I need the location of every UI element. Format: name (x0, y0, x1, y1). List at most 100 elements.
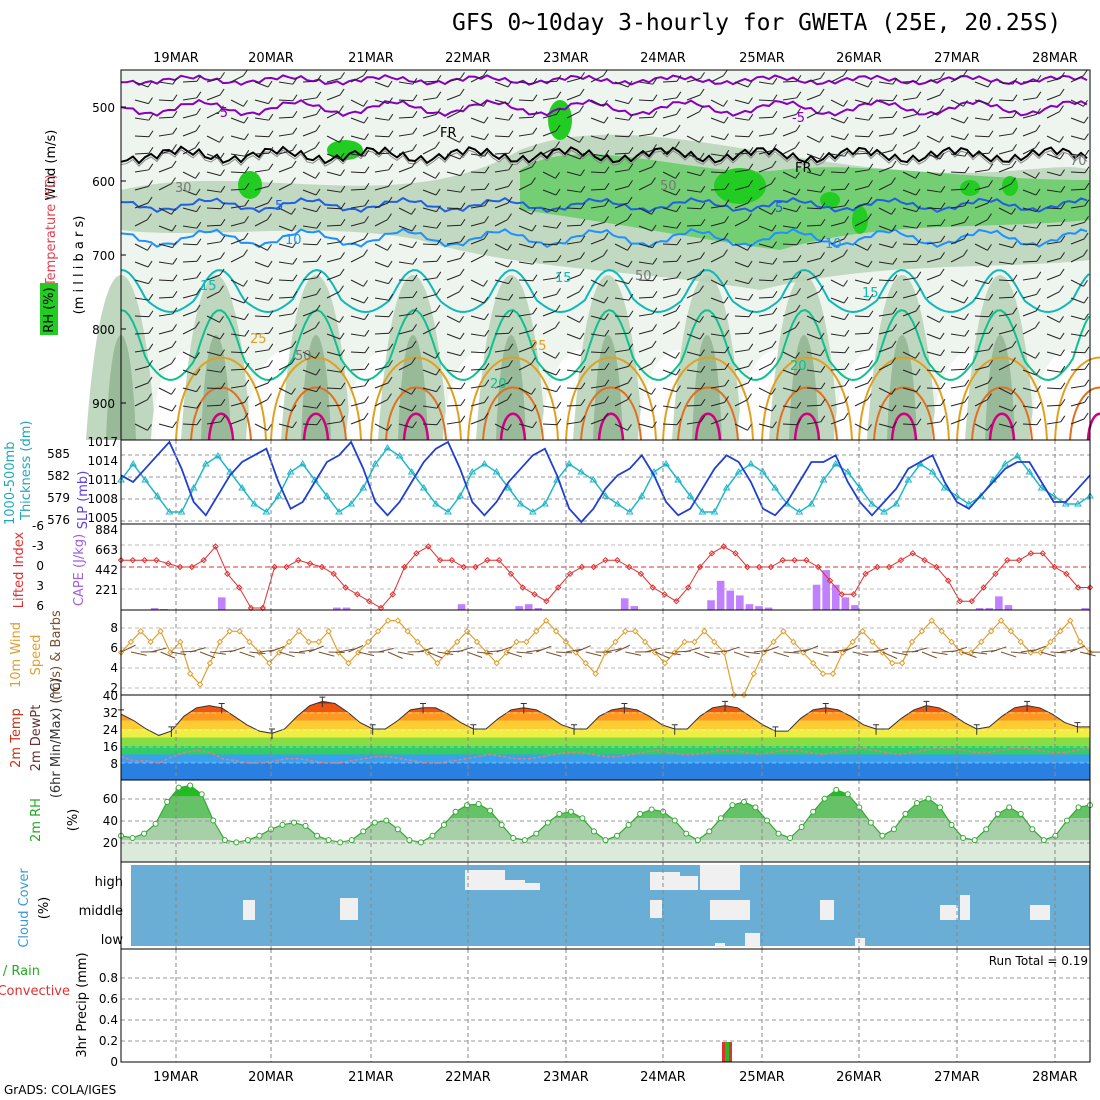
wind-barb-10m (536, 645, 552, 653)
wind-barb-feather (195, 188, 201, 196)
wind-barb-feather (700, 202, 706, 210)
rh-point (625, 821, 632, 828)
wind-barb (926, 404, 942, 407)
wind-barb (182, 225, 197, 229)
wind-barb (878, 243, 893, 249)
wind-barb (422, 351, 436, 359)
wind-barb-feather (316, 385, 321, 392)
li-point (543, 597, 550, 605)
thickness-point (456, 492, 465, 499)
rh-point (475, 801, 482, 808)
wind-barb-10m (793, 649, 810, 653)
contour-label: 10 (285, 233, 302, 248)
wind-barb-10m (239, 651, 255, 658)
wind-barb-feather (676, 91, 682, 99)
temp-band (121, 737, 1090, 746)
wind-barb (182, 130, 197, 137)
wind-barb-feather (604, 346, 610, 354)
li-point (625, 563, 633, 571)
wind-barb-feather (459, 88, 465, 96)
wind-barb (998, 149, 1013, 155)
label-rh-unit: (%) (66, 809, 81, 832)
wind-barb (950, 205, 965, 209)
wind-barb (350, 351, 366, 354)
wind-barb-feather (579, 332, 585, 340)
wind-barb (734, 185, 749, 191)
wind-barb-10m (813, 651, 829, 657)
wind-barb-feather (628, 326, 634, 334)
date-label-bottom: 21MAR (348, 1070, 394, 1085)
cape-bar (630, 606, 639, 610)
wind-barb (806, 257, 821, 263)
cloud-block (505, 880, 525, 890)
wind-barb-feather (819, 332, 825, 340)
wind-speed-point (453, 638, 461, 646)
wind-barb (830, 238, 845, 245)
thickness-point (516, 500, 525, 507)
cloud-block (700, 865, 740, 890)
label-slp: SLP (mb) (76, 471, 91, 530)
wind-barb (230, 238, 245, 245)
wind-barb (518, 116, 534, 119)
thickness-point (323, 492, 331, 499)
wind-barb (758, 296, 774, 299)
wind-barb-feather (460, 252, 465, 259)
wind-barb (518, 423, 533, 429)
wind-barb (326, 111, 340, 119)
thickness-point (347, 500, 356, 507)
wind-barb (182, 97, 197, 101)
wind-barb-feather (412, 421, 417, 428)
wind-barb-feather (172, 77, 178, 85)
wind-barb (758, 99, 774, 102)
wind-barb-feather (699, 105, 704, 112)
wind-barb (686, 224, 702, 227)
wind-barb (1046, 315, 1060, 323)
wind-barb-feather (195, 352, 200, 359)
cape-bar (524, 604, 533, 610)
temp-band (121, 720, 1090, 729)
wind-barb (278, 346, 293, 353)
wind-barb (926, 291, 940, 299)
rh-point (371, 819, 378, 826)
wind-barb-feather (747, 80, 753, 88)
wind-barb (686, 387, 702, 390)
wind-barb-feather (916, 288, 921, 295)
wind-barb (230, 351, 246, 354)
wind-barb-feather (580, 252, 585, 259)
wind-speed-point (384, 617, 392, 624)
wind-barb (998, 329, 1013, 335)
wind-barb-feather (1059, 285, 1064, 292)
wind-barb (806, 241, 821, 245)
wind-barb (494, 315, 510, 318)
wind-barb (302, 351, 316, 359)
wind-barb-feather (700, 169, 705, 176)
wind-barb-feather (555, 352, 560, 359)
wind-barb-feather (292, 421, 297, 428)
wind-barb-feather (964, 313, 969, 320)
wind-barb-feather (579, 268, 585, 276)
wind-barb (734, 315, 750, 318)
li-point (318, 563, 326, 571)
wind-barb-feather (748, 113, 754, 121)
wind-barb-feather (819, 152, 825, 160)
rh-green-blob (852, 206, 868, 234)
rh-point (671, 817, 678, 824)
wind-barb-feather (316, 288, 321, 295)
wind-barb-feather (1036, 74, 1042, 82)
wind-barb (1070, 333, 1085, 337)
wind-barb (686, 77, 701, 83)
rh-point (510, 834, 517, 841)
wind-barb-feather (1035, 172, 1040, 179)
wind-barb-feather (291, 208, 296, 215)
wind-barb-feather (195, 124, 201, 132)
wind-barb-feather (819, 285, 824, 292)
wind-barb-feather (700, 415, 706, 423)
wind-barb (134, 219, 148, 227)
wind-barb (1070, 351, 1086, 354)
wind-barb-feather (220, 185, 226, 193)
thickness-point (1049, 492, 1058, 499)
wind-barb (134, 423, 148, 431)
contour-label: 15 (555, 271, 572, 286)
li-point (413, 550, 420, 557)
wind-barb-feather (435, 352, 440, 359)
